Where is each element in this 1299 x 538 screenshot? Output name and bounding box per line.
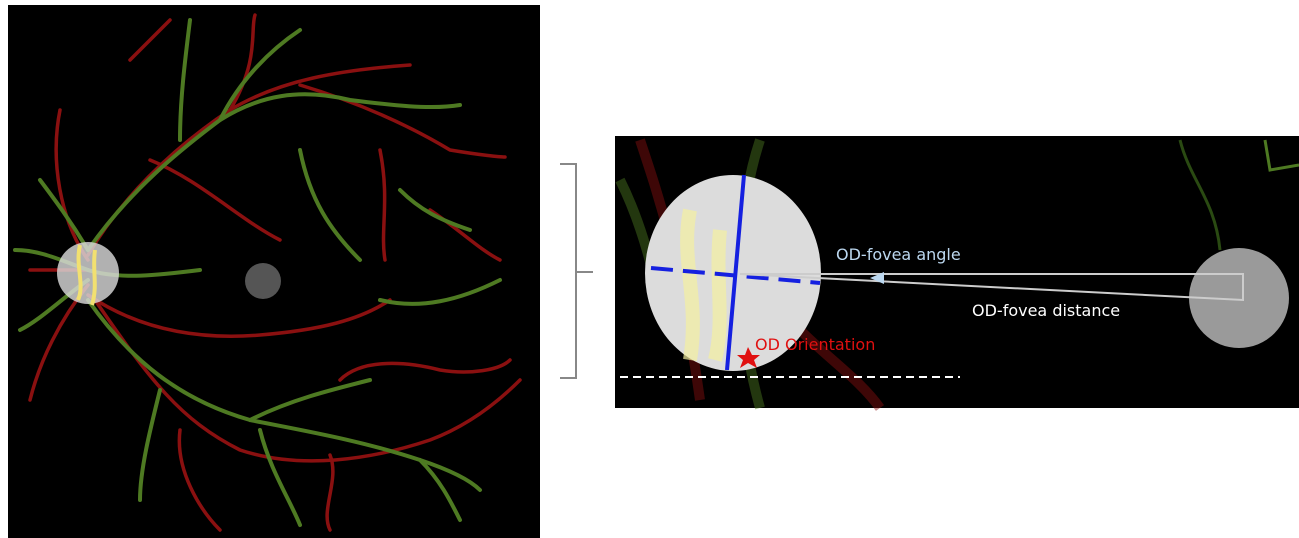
angle-label: OD-fovea angle: [836, 245, 961, 264]
zoom-bracket: [560, 164, 593, 378]
fundus-vessel-map: [8, 5, 540, 538]
distance-label: OD-fovea distance: [972, 301, 1120, 320]
zoom-panel: OD-fovea angle OD-fovea distance OD Orie…: [615, 136, 1299, 408]
orientation-label: OD Orientation: [755, 335, 875, 354]
figure: OD-fovea angle OD-fovea distance OD Orie…: [0, 0, 1299, 538]
